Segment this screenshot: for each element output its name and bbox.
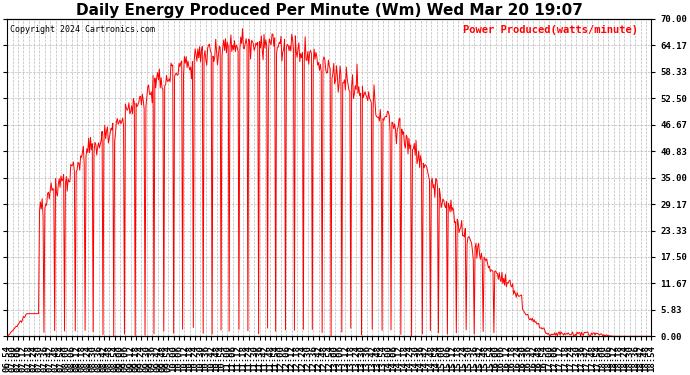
- Title: Daily Energy Produced Per Minute (Wm) Wed Mar 20 19:07: Daily Energy Produced Per Minute (Wm) We…: [76, 3, 583, 18]
- Text: Power Produced(watts/minute): Power Produced(watts/minute): [464, 25, 638, 35]
- Text: Copyright 2024 Cartronics.com: Copyright 2024 Cartronics.com: [10, 25, 155, 34]
